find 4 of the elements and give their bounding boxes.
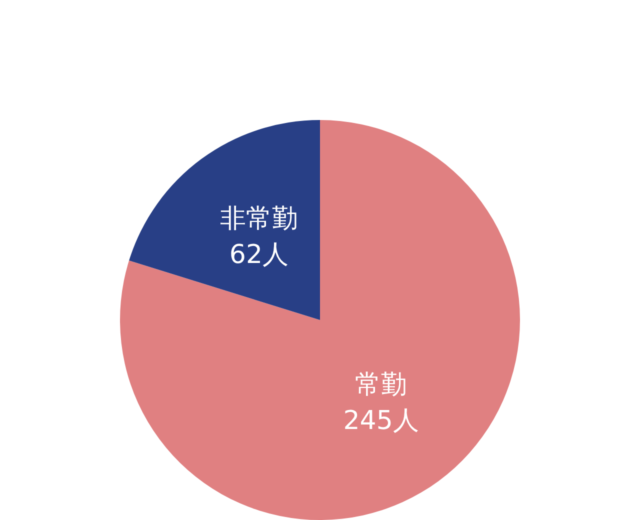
data-label: 245人 <box>343 406 419 436</box>
slice-label: 非常勤 <box>220 204 298 234</box>
slice-label: 常勤 <box>355 370 408 400</box>
data-label: 62人 <box>229 240 288 270</box>
